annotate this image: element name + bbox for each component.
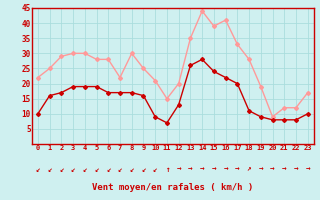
Text: Vent moyen/en rafales ( km/h ): Vent moyen/en rafales ( km/h ) xyxy=(92,183,253,192)
Text: ↙: ↙ xyxy=(36,164,40,173)
Text: →: → xyxy=(223,164,228,173)
Text: →: → xyxy=(200,164,204,173)
Text: ↙: ↙ xyxy=(118,164,122,173)
Text: ↙: ↙ xyxy=(94,164,99,173)
Text: →: → xyxy=(188,164,193,173)
Text: →: → xyxy=(235,164,240,173)
Text: ↙: ↙ xyxy=(141,164,146,173)
Text: →: → xyxy=(259,164,263,173)
Text: →: → xyxy=(212,164,216,173)
Text: ↙: ↙ xyxy=(71,164,76,173)
Text: ↗: ↗ xyxy=(247,164,252,173)
Text: ↑: ↑ xyxy=(164,164,169,173)
Text: ↙: ↙ xyxy=(129,164,134,173)
Text: ↙: ↙ xyxy=(47,164,52,173)
Text: ↙: ↙ xyxy=(153,164,157,173)
Text: →: → xyxy=(294,164,298,173)
Text: ↙: ↙ xyxy=(83,164,87,173)
Text: →: → xyxy=(282,164,287,173)
Text: →: → xyxy=(176,164,181,173)
Text: ↙: ↙ xyxy=(59,164,64,173)
Text: →: → xyxy=(305,164,310,173)
Text: →: → xyxy=(270,164,275,173)
Text: ↙: ↙ xyxy=(106,164,111,173)
